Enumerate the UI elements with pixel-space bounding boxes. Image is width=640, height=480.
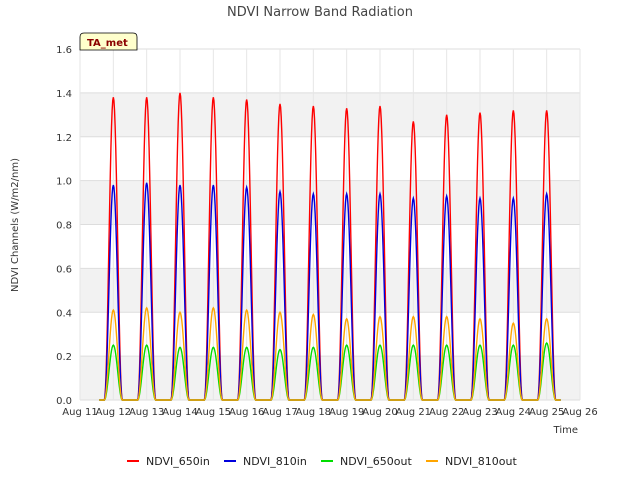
x-axis-label: Time	[553, 425, 578, 436]
x-tick-label: Aug 24	[496, 407, 531, 418]
y-tick-label: 1.0	[56, 177, 72, 188]
y-tick-labels: 0.0 0.2 0.4 0.6 0.8 1.0 1.2 1.4 1.6	[56, 45, 72, 407]
x-tick-label: Aug 16	[229, 407, 264, 418]
legend-label: NDVI_650in	[146, 455, 210, 468]
y-tick-label: 0.8	[56, 221, 72, 232]
x-tick-label: Aug 19	[329, 407, 364, 418]
x-tick-label: Aug 25	[529, 407, 564, 418]
grid-band	[80, 180, 580, 225]
y-tick-label: 1.6	[56, 45, 72, 56]
legend-label: NDVI_810out	[445, 455, 517, 468]
y-tick-label: 0.4	[56, 308, 72, 319]
y-tick-label: 1.4	[56, 89, 72, 100]
x-tick-label: Aug 22	[429, 407, 464, 418]
y-tick-label: 0.6	[56, 264, 72, 275]
legend-label: NDVI_650out	[340, 455, 412, 468]
chart-title: NDVI Narrow Band Radiation	[227, 5, 413, 20]
x-tick-label: Aug 11	[62, 407, 97, 418]
x-tick-label: Aug 26	[562, 407, 597, 418]
legend: NDVI_650in NDVI_810in NDVI_650out NDVI_810o…	[127, 455, 517, 468]
grid-band	[80, 92, 580, 137]
x-tick-label: Aug 13	[129, 407, 164, 418]
x-tick-label: Aug 23	[462, 407, 497, 418]
y-tick-label: 0.0	[56, 396, 72, 407]
grid-band	[80, 268, 580, 313]
x-tick-label: Aug 20	[362, 407, 397, 418]
x-tick-label: Aug 15	[196, 407, 231, 418]
x-tick-label: Aug 17	[262, 407, 297, 418]
x-tick-label: Aug 12	[96, 407, 131, 418]
y-tick-label: 1.2	[56, 133, 72, 144]
x-tick-label: Aug 18	[296, 407, 331, 418]
grid-bands	[80, 92, 580, 400]
badge-label: TA_met	[87, 38, 128, 49]
grid-band	[80, 356, 580, 400]
y-axis-label: NDVI Channels (W/m2/nm)	[10, 158, 21, 292]
x-tick-label: Aug 14	[162, 407, 197, 418]
y-tick-label: 0.2	[56, 352, 72, 363]
legend-label: NDVI_810in	[243, 455, 307, 468]
series-lines	[99, 92, 561, 401]
x-tick-label: Aug 21	[396, 407, 431, 418]
ta-met-badge: TA_met	[79, 32, 138, 51]
series-line-ndvi_810out	[99, 306, 561, 401]
